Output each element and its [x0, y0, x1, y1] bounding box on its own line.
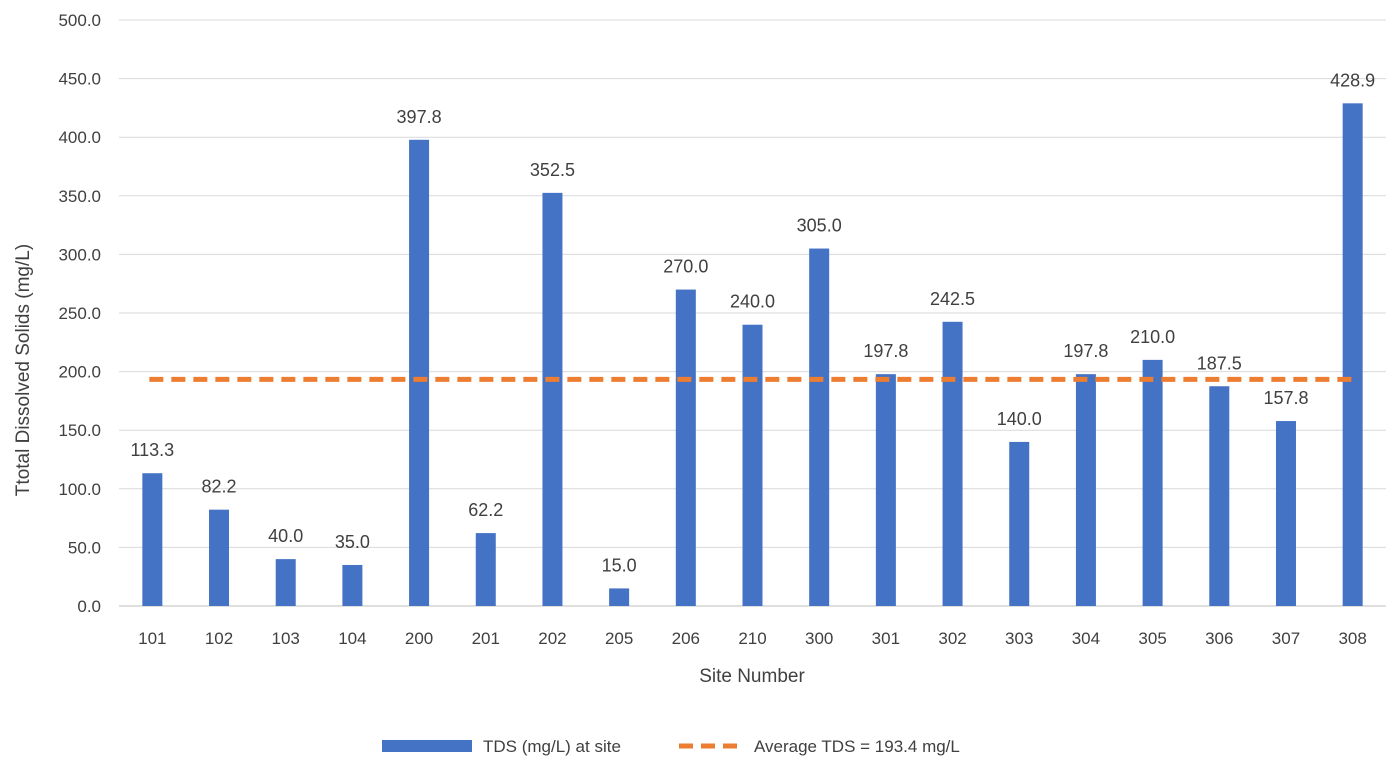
bar: [675, 289, 696, 606]
bar-data-label: 82.2: [202, 477, 237, 497]
bar: [809, 248, 830, 607]
bar-data-label: 242.5: [930, 289, 975, 309]
x-tick-label: 103: [272, 629, 300, 648]
bar: [1142, 359, 1163, 606]
x-tick-label: 202: [538, 629, 566, 648]
bar-data-label: 157.8: [1263, 388, 1308, 408]
y-tick-label: 200.0: [58, 363, 101, 382]
bar: [875, 374, 896, 606]
x-tick-label: 302: [938, 629, 966, 648]
x-tick-label: 206: [672, 629, 700, 648]
bar-data-label: 113.3: [130, 440, 174, 460]
bar: [209, 509, 230, 606]
x-tick-label: 200: [405, 629, 433, 648]
bar: [742, 324, 763, 606]
x-axis-ticks: 101 102 103 104 200 201 202 205 206 210 300 301 302 3…: [138, 629, 1367, 648]
x-tick-label: 303: [1005, 629, 1033, 648]
y-tick-label: 350.0: [58, 187, 101, 206]
bar-data-label: 305.0: [797, 216, 842, 236]
y-tick-label: 50.0: [68, 538, 101, 557]
legend-label-bars: TDS (mg/L) at site: [483, 737, 621, 756]
bar-data-label: 197.8: [863, 341, 908, 361]
x-tick-label: 304: [1072, 629, 1100, 648]
bar: [542, 192, 563, 606]
x-tick-label: 101: [138, 629, 166, 648]
data-labels: 113.3 82.2 40.0 35.0 397.8 62.2 352.5 15.0 270.0…: [130, 70, 1375, 575]
legend-label-average: Average TDS = 193.4 mg/L: [754, 737, 960, 756]
x-tick-label: 104: [338, 629, 366, 648]
bar: [142, 473, 163, 606]
bar: [1075, 374, 1096, 606]
bar: [1009, 441, 1030, 606]
bar-data-label: 40.0: [268, 526, 303, 546]
x-tick-label: 300: [805, 629, 833, 648]
x-tick-label: 205: [605, 629, 633, 648]
x-tick-label: 306: [1205, 629, 1233, 648]
bar-data-label: 35.0: [335, 532, 370, 552]
x-tick-label: 301: [872, 629, 900, 648]
y-tick-label: 500.0: [58, 11, 101, 30]
x-tick-label: 210: [738, 629, 766, 648]
bar-data-label: 62.2: [468, 500, 503, 520]
bar-data-label: 352.5: [530, 160, 575, 180]
bar: [1275, 421, 1296, 606]
bar-data-label: 270.0: [663, 257, 708, 277]
x-tick-label: 307: [1272, 629, 1300, 648]
y-tick-label: 250.0: [58, 304, 101, 323]
bar: [1209, 386, 1230, 606]
bar: [342, 564, 363, 606]
bar-data-label: 187.5: [1197, 353, 1242, 373]
x-tick-label: 201: [472, 629, 500, 648]
y-tick-label: 150.0: [58, 421, 101, 440]
y-tick-label: 300.0: [58, 245, 101, 264]
y-tick-label: 400.0: [58, 128, 101, 147]
bar: [609, 588, 630, 606]
bar-data-label: 428.9: [1330, 70, 1375, 90]
bar-data-label: 210.0: [1130, 327, 1175, 347]
bars: [142, 103, 1363, 607]
bar: [409, 139, 430, 607]
bar-data-label: 140.0: [997, 409, 1042, 429]
x-tick-label: 305: [1138, 629, 1166, 648]
bar: [475, 533, 496, 606]
bar-data-label: 15.0: [602, 555, 637, 575]
bar-data-label: 197.8: [1063, 341, 1108, 361]
bar: [942, 321, 963, 606]
y-tick-label: 450.0: [58, 70, 101, 89]
y-axis-ticks: 0.0 50.0 100.0 150.0 200.0 250.0 300.0 350.0 400…: [58, 11, 101, 616]
x-tick-label: 308: [1338, 629, 1366, 648]
y-tick-label: 0.0: [77, 597, 101, 616]
y-axis-title: Ttotal Dissolved Solids (mg/L): [13, 244, 34, 496]
legend: TDS (mg/L) at site Average TDS = 193.4 m…: [382, 737, 960, 756]
bar-data-label: 240.0: [730, 292, 775, 312]
bar: [1342, 103, 1363, 607]
bar: [275, 559, 296, 606]
bar-data-label: 397.8: [397, 107, 442, 127]
legend-swatch-bars: [382, 740, 472, 752]
x-axis-title: Site Number: [699, 666, 805, 687]
y-tick-label: 100.0: [58, 480, 101, 499]
x-tick-label: 102: [205, 629, 233, 648]
